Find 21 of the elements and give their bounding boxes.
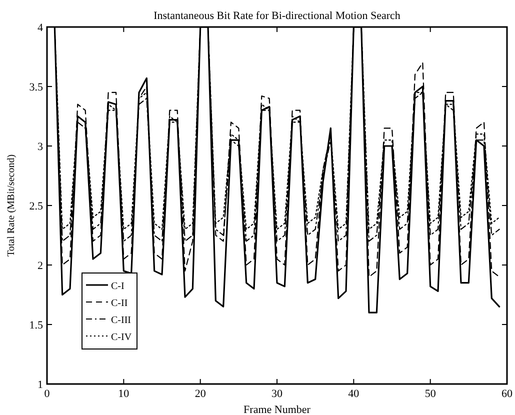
legend-label: C-IV	[111, 332, 132, 343]
x-tick-label: 0	[44, 388, 50, 400]
x-tick-label: 50	[424, 388, 436, 400]
legend-label: C-III	[111, 315, 131, 326]
y-tick-label: 3	[38, 141, 44, 153]
legend-label: C-I	[111, 281, 124, 292]
y-tick-label: 1	[38, 379, 43, 391]
y-tick-label: 3.5	[29, 82, 44, 94]
y-tick-label: 1.5	[29, 320, 44, 332]
x-tick-label: 30	[272, 388, 283, 400]
y-tick-label: 4	[38, 22, 44, 34]
x-tick-label: 20	[194, 388, 206, 400]
x-tick-label: 10	[118, 388, 130, 400]
y-tick-label: 2	[38, 260, 43, 272]
x-tick-label: 40	[348, 388, 360, 400]
x-tick-label: 60	[502, 388, 513, 400]
x-axis-title: Frame Number	[244, 404, 311, 415]
legend-label: C-II	[111, 298, 128, 309]
chart-title: Instantaneous Bit Rate for Bi-directional Motion Search	[154, 10, 401, 22]
y-tick-label: 2.5	[29, 200, 44, 212]
y-axis-title: Total Rate (MBit/second)	[6, 154, 17, 257]
